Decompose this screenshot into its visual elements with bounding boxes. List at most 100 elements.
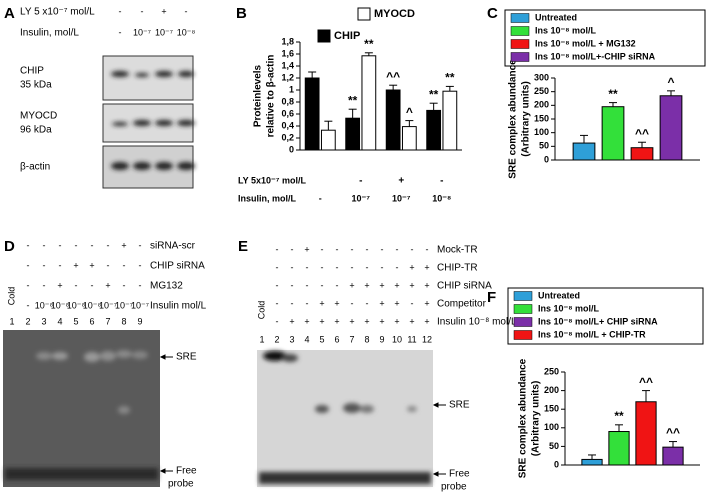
condition-mark: -	[276, 244, 279, 254]
condition-mark: -	[366, 262, 369, 272]
condition-mark: +	[394, 280, 399, 290]
bar	[442, 90, 458, 151]
y-tick-label: 50	[549, 441, 559, 451]
condition-label: Insulin 10⁻⁸ mol/L	[437, 317, 517, 328]
x-axis-label: Insulin, mol/L	[238, 193, 297, 203]
band-label: Free	[176, 466, 197, 477]
panel-letter: B	[236, 5, 247, 22]
condition-mark: -	[426, 244, 429, 254]
cold-label: Cold	[6, 287, 16, 306]
condition-mark: -	[366, 298, 369, 308]
condition-mark: -	[43, 260, 46, 270]
panel-letter: C	[487, 5, 498, 22]
condition-mark: -	[351, 262, 354, 272]
blot-label: MYOCD	[20, 111, 57, 122]
condition-mark: -	[43, 240, 46, 250]
y-tick-label: 100	[534, 127, 549, 137]
condition-mark: -	[119, 27, 122, 37]
condition-mark: -	[336, 280, 339, 290]
blot-label: 96 kDa	[20, 125, 52, 136]
condition-mark: -	[123, 260, 126, 270]
panel-letter: F	[487, 289, 496, 306]
legend-label: Untreated	[535, 12, 577, 22]
x-condition-mark: -	[440, 176, 443, 187]
y-tick-label: 200	[534, 100, 549, 110]
condition-mark: -	[276, 316, 279, 326]
condition-mark: 10⁻⁷	[131, 300, 149, 310]
significance-mark: ^^	[666, 426, 680, 440]
band-label: Free	[449, 469, 470, 480]
bar	[630, 147, 654, 161]
condition-mark: -	[411, 298, 414, 308]
legend-label: CHIP	[334, 30, 360, 42]
legend-box	[504, 9, 706, 67]
significance-mark: **	[348, 93, 358, 107]
x-condition-mark: +	[398, 176, 404, 187]
condition-mark: 10⁻⁷	[115, 300, 133, 310]
condition-mark: -	[336, 262, 339, 272]
condition-mark: +	[409, 280, 414, 290]
condition-mark: 10⁻⁷	[155, 27, 173, 37]
y-tick-label: 200	[544, 385, 559, 395]
y-tick-label: 0	[544, 154, 549, 164]
condition-label: Mock-TR	[437, 245, 478, 256]
y-tick-label: 1,8	[281, 36, 294, 46]
condition-mark: -	[291, 262, 294, 272]
condition-mark: -	[139, 240, 142, 250]
bar	[635, 401, 657, 466]
lane-number: 5	[319, 334, 324, 344]
legend-label: MYOCD	[374, 8, 415, 20]
y-tick-label: 150	[534, 113, 549, 123]
lane-number: 7	[105, 316, 110, 326]
significance-mark: ^	[667, 75, 674, 89]
significance-mark: ^^	[639, 375, 653, 389]
blot-label: β-actin	[20, 162, 50, 173]
blot-label: 35 kDa	[20, 80, 52, 91]
lane-number: 3	[41, 316, 46, 326]
condition-mark: +	[289, 316, 294, 326]
panel-letter: A	[4, 5, 15, 22]
condition-mark: -	[27, 240, 30, 250]
significance-mark: **	[429, 87, 439, 101]
condition-mark: -	[306, 262, 309, 272]
bar	[345, 117, 361, 151]
condition-label: Insulin mol/L	[150, 301, 207, 312]
bar	[608, 431, 630, 466]
condition-mark: +	[379, 298, 384, 308]
y-axis-label: Proteinlevels	[253, 64, 264, 127]
condition-mark: +	[161, 6, 166, 16]
bar	[662, 446, 684, 466]
condition-mark: -	[107, 240, 110, 250]
significance-mark: ^^	[386, 69, 400, 83]
condition-mark: -	[336, 244, 339, 254]
arrows	[159, 354, 446, 477]
condition-mark: -	[276, 280, 279, 290]
condition-mark: +	[364, 280, 369, 290]
bar	[659, 95, 683, 161]
condition-mark: -	[27, 260, 30, 270]
condition-label: CHIP siRNA	[150, 261, 205, 272]
condition-mark: 10⁻⁸	[35, 300, 54, 310]
condition-mark: -	[321, 244, 324, 254]
condition-mark: -	[185, 6, 188, 16]
condition-mark: -	[43, 280, 46, 290]
condition-mark: -	[306, 298, 309, 308]
legend-label: Ins 10⁻⁸ mol/L+ CHIP siRNA	[538, 316, 658, 326]
lane-number: 1	[9, 316, 14, 326]
bar	[572, 142, 596, 161]
significance-mark: ^^	[635, 126, 649, 140]
condition-mark: +	[379, 316, 384, 326]
condition-mark: -	[381, 244, 384, 254]
condition-mark: -	[321, 280, 324, 290]
condition-mark: +	[334, 316, 339, 326]
condition-mark: 10⁻⁷	[99, 300, 117, 310]
condition-mark: +	[319, 298, 324, 308]
condition-mark: -	[75, 280, 78, 290]
y-tick-label: 0,4	[281, 120, 294, 130]
condition-mark: +	[121, 240, 126, 250]
significance-mark: **	[445, 71, 455, 85]
condition-mark: +	[394, 316, 399, 326]
x-tick-label: 10⁻⁷	[352, 193, 371, 203]
